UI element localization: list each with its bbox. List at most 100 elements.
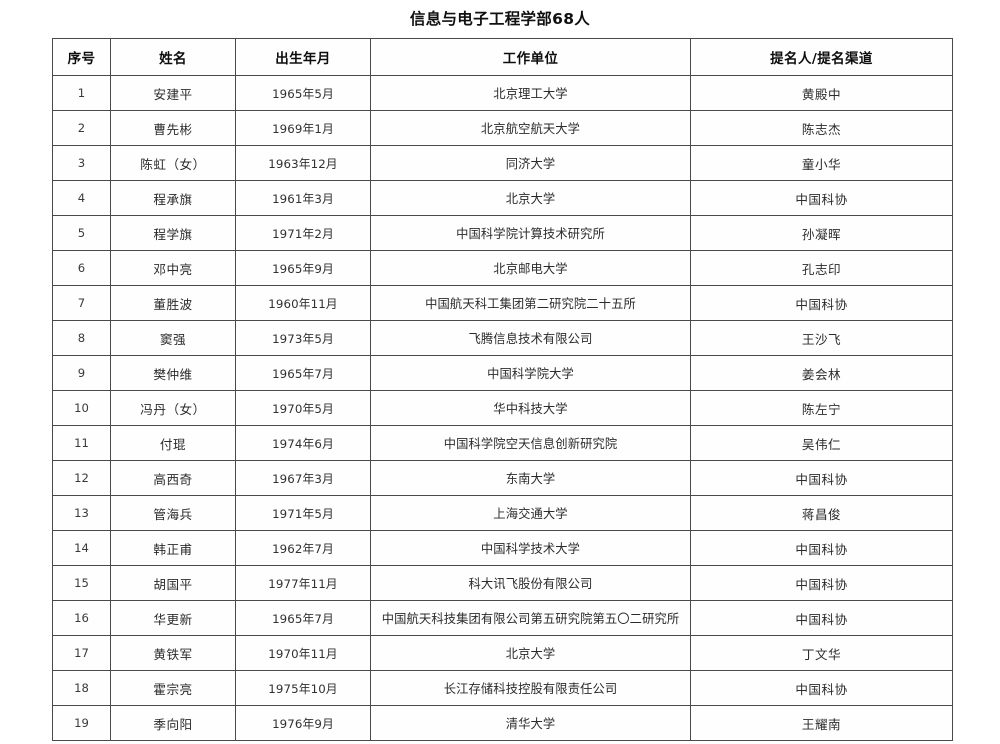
column-header-name: 姓名 xyxy=(110,38,236,76)
cell-birth: 1967年3月 xyxy=(235,460,371,496)
cell-nominator: 孙凝晖 xyxy=(690,215,953,251)
cell-unit: 科大讯飞股份有限公司 xyxy=(370,565,691,601)
cell-index: 11 xyxy=(52,425,111,461)
cell-nominator: 王沙飞 xyxy=(690,320,953,356)
table-row: 17 黄铁军 1970年11月 北京大学 丁文华 xyxy=(52,635,953,671)
cell-index: 3 xyxy=(52,145,111,181)
cell-nominator: 童小华 xyxy=(690,145,953,181)
cell-nominator: 中国科协 xyxy=(690,460,953,496)
cell-birth: 1971年2月 xyxy=(235,215,371,251)
table-row: 11 付琨 1974年6月 中国科学院空天信息创新研究院 吴伟仁 xyxy=(52,425,953,461)
cell-unit: 中国科学院计算技术研究所 xyxy=(370,215,691,251)
cell-index: 9 xyxy=(52,355,111,391)
cell-index: 10 xyxy=(52,390,111,426)
table-row: 15 胡国平 1977年11月 科大讯飞股份有限公司 中国科协 xyxy=(52,565,953,601)
cell-name: 樊仲维 xyxy=(110,355,236,391)
cell-nominator: 中国科协 xyxy=(690,285,953,321)
cell-name: 邓中亮 xyxy=(110,250,236,286)
cell-index: 5 xyxy=(52,215,111,251)
cell-index: 18 xyxy=(52,670,111,706)
cell-birth: 1976年9月 xyxy=(235,705,371,741)
cell-unit: 同济大学 xyxy=(370,145,691,181)
cell-birth: 1970年5月 xyxy=(235,390,371,426)
table-row: 7 董胜波 1960年11月 中国航天科工集团第二研究院二十五所 中国科协 xyxy=(52,285,953,321)
table-row: 3 陈虹（女） 1963年12月 同济大学 童小华 xyxy=(52,145,953,181)
cell-birth: 1977年11月 xyxy=(235,565,371,601)
cell-name: 季向阳 xyxy=(110,705,236,741)
cell-index: 4 xyxy=(52,180,111,216)
cell-unit: 长江存储科技控股有限责任公司 xyxy=(370,670,691,706)
cell-name: 胡国平 xyxy=(110,565,236,601)
roster-table: 序号 姓名 出生年月 工作单位 提名人/提名渠道 1 安建平 1965年5月 北京理工大学 黄殿… xyxy=(52,38,953,741)
cell-name: 窦强 xyxy=(110,320,236,356)
page-title: 信息与电子工程学部68人 xyxy=(409,10,591,28)
cell-name: 黄铁军 xyxy=(110,635,236,671)
cell-birth: 1970年11月 xyxy=(235,635,371,671)
cell-name: 付琨 xyxy=(110,425,236,461)
cell-birth: 1965年7月 xyxy=(235,355,371,391)
cell-name: 安建平 xyxy=(110,75,236,111)
cell-unit: 中国航天科技集团有限公司第五研究院第五〇二研究所 xyxy=(370,600,691,636)
cell-name: 韩正甫 xyxy=(110,530,236,566)
table-body: 1 安建平 1965年5月 北京理工大学 黄殿中 2 曹先彬 1969年1月 北京航空航天大学陈… xyxy=(52,75,953,741)
cell-nominator: 吴伟仁 xyxy=(690,425,953,461)
cell-birth: 1963年12月 xyxy=(235,145,371,181)
table-row: 1 安建平 1965年5月 北京理工大学 黄殿中 xyxy=(52,75,953,111)
cell-unit: 北京大学 xyxy=(370,180,691,216)
cell-birth: 1965年9月 xyxy=(235,250,371,286)
roster-table-container: 序号 姓名 出生年月 工作单位 提名人/提名渠道 1 安建平 1965年5月 北京理工大学 黄殿… xyxy=(52,38,953,741)
cell-unit: 上海交通大学 xyxy=(370,495,691,531)
column-header-birth: 出生年月 xyxy=(235,38,371,76)
cell-birth: 1973年5月 xyxy=(235,320,371,356)
cell-birth: 1965年7月 xyxy=(235,600,371,636)
table-row: 9 樊仲维 1965年7月 中国科学院大学 姜会林 xyxy=(52,355,953,391)
column-header-nominator: 提名人/提名渠道 xyxy=(690,38,953,76)
cell-unit: 中国科学院大学 xyxy=(370,355,691,391)
cell-birth: 1974年6月 xyxy=(235,425,371,461)
cell-nominator: 姜会林 xyxy=(690,355,953,391)
cell-index: 8 xyxy=(52,320,111,356)
table-row: 5 程学旗 1971年2月 中国科学院计算技术研究所 孙凝晖 xyxy=(52,215,953,251)
cell-name: 曹先彬 xyxy=(110,110,236,146)
table-row: 13 管海兵 1971年5月 上海交通大学 蒋昌俊 xyxy=(52,495,953,531)
cell-name: 华更新 xyxy=(110,600,236,636)
table-row: 2 曹先彬 1969年1月 北京航空航天大学 陈志杰 xyxy=(52,110,953,146)
cell-birth: 1960年11月 xyxy=(235,285,371,321)
cell-nominator: 丁文华 xyxy=(690,635,953,671)
table-row: 18 霍宗亮 1975年10月 长江存储科技控股有限责任公司 中国科协 xyxy=(52,670,953,706)
cell-index: 7 xyxy=(52,285,111,321)
cell-name: 霍宗亮 xyxy=(110,670,236,706)
column-header-index: 序号 xyxy=(52,38,111,76)
cell-nominator: 陈左宁 xyxy=(690,390,953,426)
table-row: 14 韩正甫 1962年7月 中国科学技术大学 中国科协 xyxy=(52,530,953,566)
cell-index: 19 xyxy=(52,705,111,741)
cell-index: 1 xyxy=(52,75,111,111)
cell-nominator: 蒋昌俊 xyxy=(690,495,953,531)
table-row: 16 华更新 1965年7月 中国航天科技集团有限公司第五研究院第五〇二研究所 中国科协 xyxy=(52,600,953,636)
table-row: 12 高西奇 1967年3月 东南大学 中国科协 xyxy=(52,460,953,496)
cell-nominator: 中国科协 xyxy=(690,530,953,566)
cell-birth: 1962年7月 xyxy=(235,530,371,566)
cell-nominator: 中国科协 xyxy=(690,600,953,636)
cell-name: 董胜波 xyxy=(110,285,236,321)
cell-index: 17 xyxy=(52,635,111,671)
cell-index: 12 xyxy=(52,460,111,496)
table-header: 序号 姓名 出生年月 工作单位 提名人/提名渠道 xyxy=(52,38,953,76)
cell-unit: 中国科学技术大学 xyxy=(370,530,691,566)
table-row: 6 邓中亮 1965年9月 北京邮电大学 孔志印 xyxy=(52,250,953,286)
cell-index: 2 xyxy=(52,110,111,146)
table-row: 10 冯丹（女） 1970年5月 华中科技大学 陈左宁 xyxy=(52,390,953,426)
table-row: 8 窦强 1973年5月 飞腾信息技术有限公司 王沙飞 xyxy=(52,320,953,356)
table-row: 4 程承旗 1961年3月 北京大学 中国科协 xyxy=(52,180,953,216)
cell-name: 管海兵 xyxy=(110,495,236,531)
cell-index: 6 xyxy=(52,250,111,286)
cell-nominator: 黄殿中 xyxy=(690,75,953,111)
cell-unit: 中国科学院空天信息创新研究院 xyxy=(370,425,691,461)
cell-index: 14 xyxy=(52,530,111,566)
cell-birth: 1975年10月 xyxy=(235,670,371,706)
cell-birth: 1971年5月 xyxy=(235,495,371,531)
cell-unit: 中国航天科工集团第二研究院二十五所 xyxy=(370,285,691,321)
cell-unit: 华中科技大学 xyxy=(370,390,691,426)
cell-unit: 北京理工大学 xyxy=(370,75,691,111)
